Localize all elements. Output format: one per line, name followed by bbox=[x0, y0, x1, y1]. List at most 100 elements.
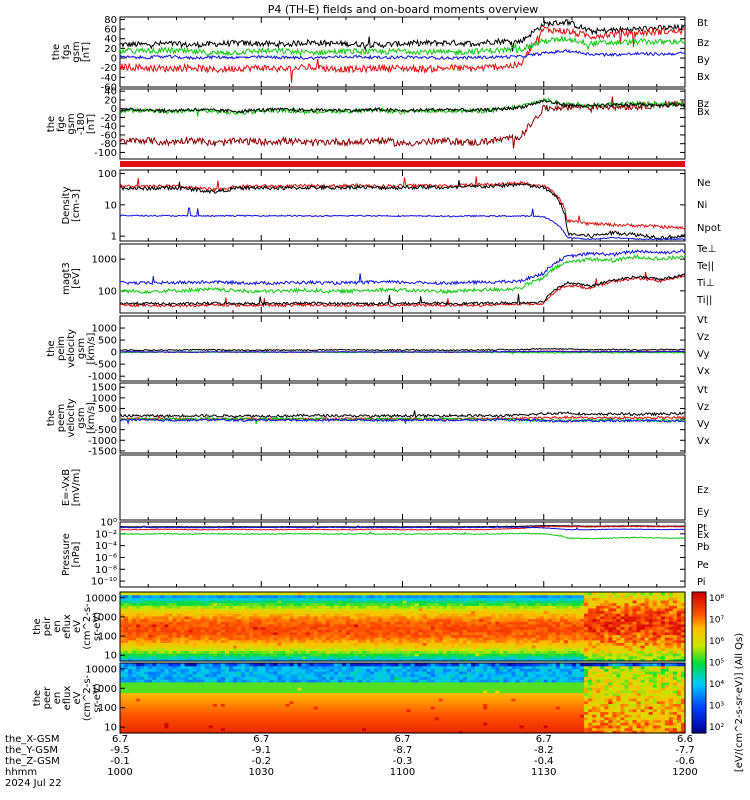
heat-cell bbox=[188, 687, 194, 691]
heat-cell bbox=[241, 637, 246, 641]
heat-cell bbox=[346, 597, 351, 601]
heat-cell bbox=[144, 665, 149, 669]
heat-cell bbox=[120, 626, 125, 630]
heat-cell bbox=[398, 655, 404, 659]
heat-cell bbox=[539, 642, 545, 646]
heat-cell bbox=[628, 599, 634, 604]
heat-cell bbox=[487, 610, 492, 614]
heat-cell bbox=[515, 658, 521, 662]
heat-cell bbox=[539, 607, 545, 612]
heat-cell bbox=[636, 655, 642, 659]
y-tick-label: 60 bbox=[104, 25, 117, 36]
heat-cell bbox=[224, 655, 230, 659]
heat-cell bbox=[120, 631, 125, 636]
heat-cell bbox=[559, 645, 565, 649]
heat-cell bbox=[491, 599, 496, 604]
heat-cell bbox=[386, 631, 391, 636]
heat-cell bbox=[680, 642, 686, 646]
heat-cell bbox=[644, 618, 650, 622]
heat-cell bbox=[410, 631, 416, 636]
heat-cell bbox=[160, 639, 165, 644]
heat-cell bbox=[124, 716, 129, 721]
heat-cell bbox=[410, 658, 416, 662]
heat-cell bbox=[241, 711, 246, 715]
y-axis-label: [nPa] bbox=[71, 541, 82, 567]
series-line-p4-2 bbox=[119, 207, 686, 241]
heat-cell bbox=[580, 631, 585, 636]
heat-cell bbox=[220, 618, 226, 622]
y-axis-label: [cm-3] bbox=[71, 189, 82, 222]
heat-cell bbox=[446, 613, 452, 617]
heat-cell bbox=[672, 623, 678, 628]
heat-cell bbox=[200, 700, 206, 704]
heat-cell bbox=[192, 708, 198, 713]
heat-cell bbox=[596, 605, 601, 609]
heat-cell bbox=[507, 634, 513, 638]
heat-cell bbox=[208, 703, 214, 707]
heat-cell bbox=[297, 623, 303, 628]
legend-entry: Vx bbox=[697, 366, 710, 377]
heat-cell bbox=[192, 695, 198, 699]
heat-cell bbox=[668, 597, 674, 601]
heat-cell bbox=[277, 631, 283, 636]
heat-cell bbox=[668, 621, 674, 625]
heat-cell bbox=[228, 722, 234, 726]
heat-cell bbox=[382, 642, 387, 646]
heat-cell bbox=[132, 714, 137, 718]
heat-cell bbox=[192, 668, 198, 672]
heat-cell bbox=[463, 645, 468, 649]
heat-cell bbox=[495, 637, 500, 641]
heat-cell bbox=[120, 703, 125, 707]
heat-cell bbox=[503, 655, 509, 659]
heat-cell bbox=[422, 592, 428, 596]
heat-cell bbox=[253, 647, 258, 651]
heat-cell bbox=[442, 605, 448, 609]
heat-cell bbox=[483, 605, 488, 609]
heat-cell bbox=[168, 708, 174, 713]
heat-cell bbox=[233, 724, 238, 729]
heat-cell bbox=[164, 607, 170, 612]
heat-cell bbox=[479, 594, 484, 598]
heat-cell bbox=[434, 607, 440, 612]
heat-cell bbox=[624, 631, 630, 636]
heat-cell bbox=[588, 629, 593, 633]
y-axis-label: [km/s] bbox=[86, 402, 97, 434]
heat-cell bbox=[676, 623, 682, 628]
y-axis-label: velocity bbox=[66, 329, 77, 368]
heat-cell bbox=[196, 722, 202, 726]
heat-cell bbox=[148, 637, 153, 641]
heat-cell bbox=[394, 618, 400, 622]
heat-cell bbox=[172, 658, 178, 662]
heat-cell bbox=[176, 711, 182, 715]
heat-cell bbox=[390, 639, 396, 644]
heat-cell bbox=[120, 618, 125, 622]
heat-cell bbox=[354, 599, 359, 604]
heat-cell bbox=[551, 650, 557, 654]
heat-cell bbox=[212, 698, 218, 702]
heat-cell bbox=[539, 621, 545, 625]
heat-cell bbox=[487, 626, 492, 630]
heat-cell bbox=[563, 658, 569, 662]
heat-cell bbox=[144, 610, 149, 614]
heat-cell bbox=[680, 607, 686, 612]
heat-cell bbox=[313, 599, 319, 604]
heat-cell bbox=[382, 615, 387, 620]
heat-cell bbox=[378, 607, 383, 612]
heat-cell bbox=[337, 653, 343, 657]
heat-cell bbox=[293, 631, 299, 636]
heat-cell bbox=[648, 599, 654, 604]
heat-cell bbox=[535, 626, 541, 630]
heat-cell bbox=[184, 623, 190, 628]
heat-cell bbox=[398, 594, 404, 598]
heat-cell bbox=[156, 684, 161, 688]
heat-cell bbox=[402, 599, 408, 604]
heat-cell bbox=[382, 592, 387, 596]
heat-cell bbox=[640, 610, 646, 614]
heat-cell bbox=[620, 607, 626, 612]
heat-cell bbox=[188, 653, 194, 657]
heat-cell bbox=[555, 621, 561, 625]
heat-cell bbox=[164, 719, 170, 723]
y-tick-label: 10 bbox=[104, 651, 117, 662]
heat-cell bbox=[511, 610, 517, 614]
heat-cell bbox=[644, 615, 650, 620]
